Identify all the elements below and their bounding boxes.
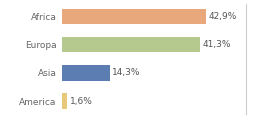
Text: 42,9%: 42,9%	[208, 12, 237, 21]
Bar	[62, 93, 67, 109]
Text: 1,6%: 1,6%	[70, 97, 92, 106]
Bar	[62, 37, 200, 52]
Text: 14,3%: 14,3%	[112, 68, 141, 77]
Bar	[62, 65, 110, 81]
Bar	[62, 9, 206, 24]
Text: 41,3%: 41,3%	[203, 40, 232, 49]
